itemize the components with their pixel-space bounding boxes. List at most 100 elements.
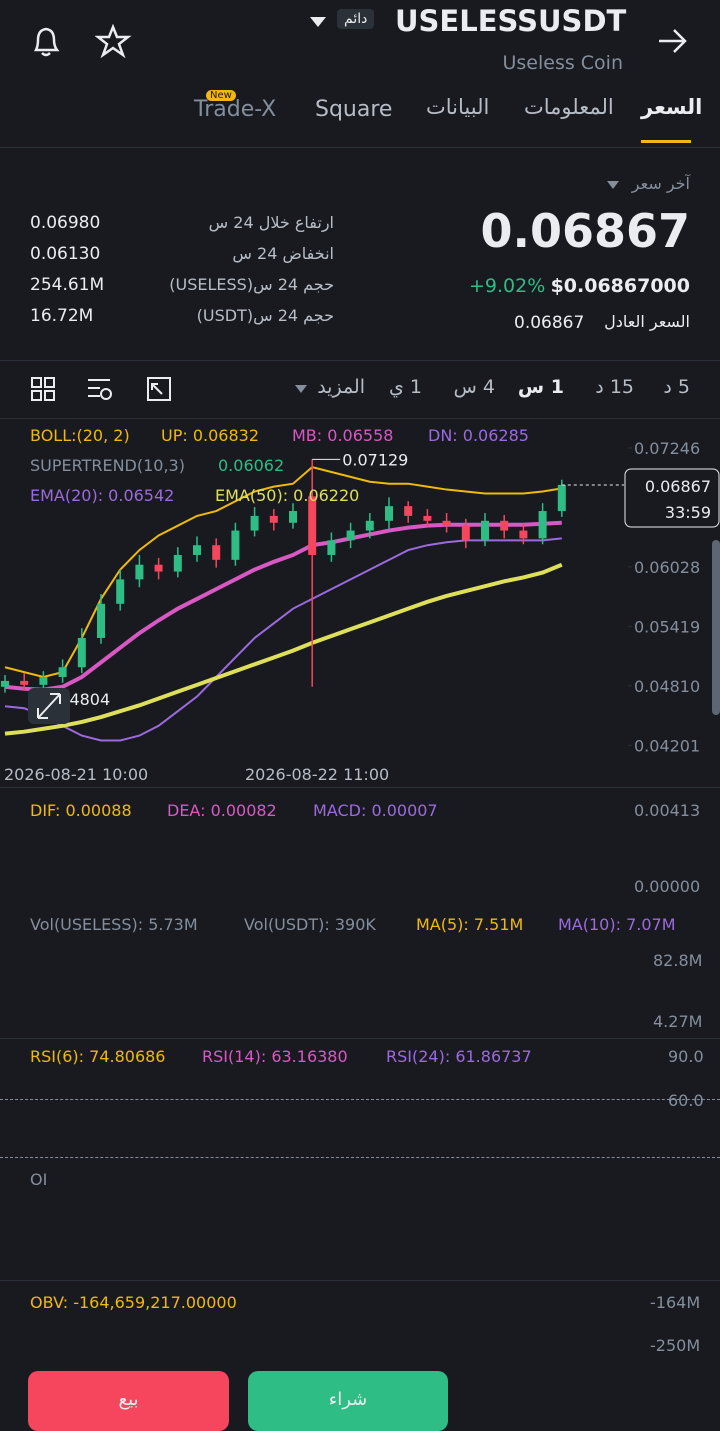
dropdown-icon bbox=[607, 181, 619, 189]
candle-body bbox=[365, 520, 374, 531]
tab[interactable]: البيانات bbox=[426, 95, 490, 119]
candle-body bbox=[423, 515, 432, 521]
buy-button[interactable]: شراء bbox=[248, 1371, 448, 1431]
divider bbox=[0, 1280, 720, 1281]
axis-label: 60.0 bbox=[668, 1091, 704, 1110]
axis-label: -164M bbox=[650, 1293, 701, 1312]
tab[interactable]: Square bbox=[315, 97, 393, 122]
tab-underline bbox=[641, 140, 691, 143]
supertrend-value: 0.06062 bbox=[218, 456, 285, 475]
candle-body bbox=[289, 511, 297, 523]
candle-body bbox=[193, 545, 201, 555]
candle-body bbox=[1, 680, 9, 687]
candle-body bbox=[58, 667, 67, 678]
stat-value: 16.72M bbox=[30, 306, 94, 326]
ema50-label: EMA(50): 0.06220 bbox=[215, 486, 360, 505]
ma5: MA(5): 7.51M bbox=[416, 915, 524, 934]
share-icon[interactable] bbox=[655, 26, 691, 56]
stat-label: حجم 24 س(USELESS) bbox=[169, 275, 334, 294]
fair-label: السعر العادل bbox=[604, 312, 690, 331]
candle-body bbox=[538, 511, 547, 539]
toolbar-icons[interactable] bbox=[30, 376, 190, 406]
new-badge: New bbox=[206, 90, 236, 101]
rsi24: RSI(24): 61.86737 bbox=[386, 1047, 532, 1066]
divider bbox=[0, 360, 720, 361]
timeframe[interactable]: 4 س bbox=[453, 376, 495, 398]
tab[interactable]: المعلومات bbox=[524, 95, 614, 119]
y-tick-label: 0.05419 bbox=[634, 617, 700, 636]
expand-icon bbox=[37, 693, 61, 719]
candle-body bbox=[385, 506, 393, 521]
stat-label: حجم 24 س(USDT) bbox=[196, 306, 334, 325]
candle-body bbox=[212, 545, 221, 560]
usd-price: $0.06867000 bbox=[550, 275, 690, 297]
candle-body bbox=[269, 515, 278, 523]
boll-up: UP: 0.06832 bbox=[161, 426, 259, 445]
tab[interactable]: Trade-X bbox=[194, 97, 277, 122]
last-price: 0.06867 bbox=[480, 204, 690, 258]
rsi6: RSI(6): 74.80686 bbox=[30, 1047, 166, 1066]
dropdown-icon[interactable] bbox=[308, 14, 328, 30]
price-box-value: 0.06867 bbox=[645, 477, 711, 496]
stat-value: 254.61M bbox=[30, 275, 105, 295]
price-box bbox=[624, 468, 720, 528]
symbol: USELESSUSDT bbox=[395, 4, 627, 38]
dea: DEA: 0.00082 bbox=[167, 801, 277, 820]
candle-body bbox=[346, 530, 355, 541]
boll-label: BOLL:(20, 2) bbox=[30, 426, 130, 445]
candle-body bbox=[97, 603, 105, 638]
candle-body bbox=[557, 484, 566, 512]
boll-dn: DN: 0.06285 bbox=[428, 426, 529, 445]
candle-body bbox=[39, 677, 48, 685]
last-label: آخر سعر bbox=[631, 174, 690, 193]
countdown: 33:59 bbox=[665, 503, 711, 522]
change: +9.02% bbox=[469, 275, 546, 297]
x-label: 2026-08-22 11:00 bbox=[245, 765, 389, 784]
dropdown-icon bbox=[295, 385, 307, 393]
axis-label: -250M bbox=[650, 1336, 701, 1355]
candle-body bbox=[154, 564, 163, 572]
tab-active[interactable]: السعر bbox=[641, 95, 703, 119]
candle-body bbox=[442, 520, 451, 526]
candle-body bbox=[173, 554, 182, 572]
coin-name: Useless Coin bbox=[502, 52, 623, 74]
timeframe[interactable]: 1 ي bbox=[388, 376, 422, 398]
indicator-line bbox=[4, 562, 563, 736]
timeframe[interactable]: 1 س bbox=[517, 376, 564, 398]
axis-label: 90.0 bbox=[668, 1047, 704, 1066]
y-tick-label: 0.07246 bbox=[634, 439, 700, 458]
indicator-line bbox=[4, 520, 562, 692]
axis-label: 0.00413 bbox=[634, 801, 701, 820]
stat-value: 0.06980 bbox=[30, 213, 101, 233]
stat-label: انخفاض 24 س bbox=[232, 244, 334, 263]
sell-button[interactable]: بيع bbox=[28, 1371, 229, 1431]
badge: دائم bbox=[337, 9, 375, 29]
macd: MACD: 0.00007 bbox=[313, 801, 438, 820]
boll-mb: MB: 0.06558 bbox=[292, 426, 394, 445]
y-tick-label: 0.04810 bbox=[634, 677, 700, 696]
rsi-line bbox=[0, 1157, 720, 1158]
obv-label: OBV: -164,659,217.00000 bbox=[30, 1293, 237, 1312]
indicator-line bbox=[4, 537, 562, 742]
y-tick-label: 0.04201 bbox=[634, 736, 700, 755]
rsi-line bbox=[0, 1099, 720, 1100]
ma10: MA(10): 7.07M bbox=[558, 915, 676, 934]
timeframe[interactable]: 15 د bbox=[595, 376, 634, 398]
axis-label: 0.00000 bbox=[634, 877, 701, 896]
candle-body bbox=[135, 564, 144, 580]
divider bbox=[0, 787, 720, 788]
dif: DIF: 0.00088 bbox=[30, 801, 132, 820]
star-icon[interactable] bbox=[95, 24, 133, 60]
candle-body bbox=[231, 530, 240, 560]
candle-body bbox=[308, 496, 317, 555]
axis-label: 4.27M bbox=[653, 1012, 703, 1031]
stat-label: ارتفاع خلال 24 س bbox=[208, 213, 334, 232]
timeframe[interactable]: 5 د bbox=[663, 376, 690, 398]
x-label: 2026-08-21 10:00 bbox=[4, 765, 148, 784]
candle-body bbox=[116, 579, 125, 604]
stat-value: 0.06130 bbox=[30, 244, 101, 264]
timeframe[interactable]: المزيد bbox=[317, 376, 365, 398]
candle-body bbox=[519, 530, 528, 539]
supertrend-label: SUPERTREND(10,3) bbox=[30, 456, 185, 475]
bell-icon[interactable] bbox=[28, 24, 68, 60]
